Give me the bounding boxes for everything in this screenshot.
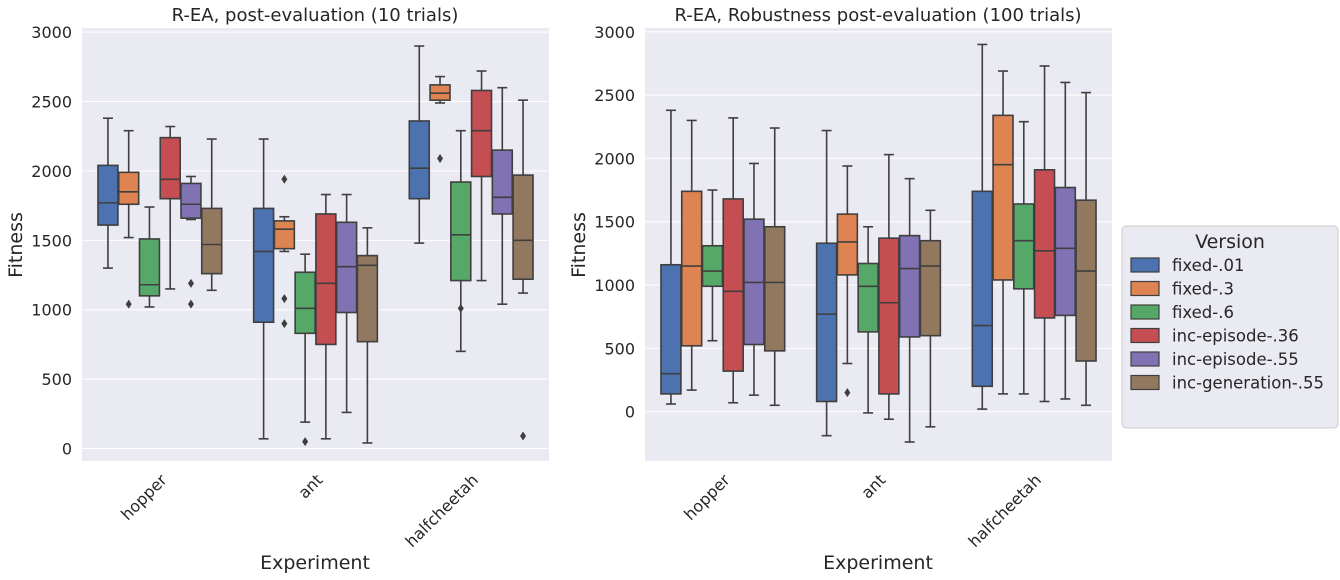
legend-swatch <box>1130 280 1160 297</box>
box-fixed-.01 <box>408 120 431 200</box>
y-tick-label: 500 <box>604 339 635 358</box>
outlier-point <box>281 319 288 329</box>
x-axis-label: Experiment <box>260 552 370 574</box>
legend-swatch <box>1130 327 1160 344</box>
box-fixed-.3 <box>836 213 859 276</box>
box-inc-episode-.36 <box>315 213 337 346</box>
box-fixed-.01 <box>971 190 994 388</box>
outlier-point <box>187 299 194 309</box>
box-fixed-.3 <box>117 171 140 206</box>
outlier-point <box>281 294 288 304</box>
box-inc-episode-.36 <box>159 136 181 200</box>
box-inc-generation-.55 <box>919 239 942 337</box>
box-fixed-.01 <box>660 263 682 395</box>
box-fixed-.6 <box>294 271 316 335</box>
box-inc-episode-.55 <box>491 149 514 215</box>
x-tick-label: ant <box>294 470 326 502</box>
legend-item-label: inc-episode-.55 <box>1172 350 1299 369</box>
box-inc-episode-.36 <box>878 237 900 395</box>
outlier-point <box>844 388 851 398</box>
legend-frame <box>1121 225 1339 429</box>
box-inc-generation-.55 <box>512 174 534 280</box>
right-chart-panel: 0 500 1000 1500 2000 2500 3000 R-EA, Robustness… <box>568 5 1112 574</box>
box-inc-generation-.55 <box>356 254 379 343</box>
outlier-point <box>302 437 309 447</box>
box-inc-episode-.55 <box>1054 186 1077 317</box>
y-tick-label: 2500 <box>594 86 635 105</box>
box-inc-episode-.36 <box>722 198 744 372</box>
legend-swatch <box>1130 257 1160 273</box>
y-tick-label: 2000 <box>31 162 72 181</box>
legend-swatch <box>1130 351 1160 367</box>
box-fixed-.3 <box>273 220 296 250</box>
box-fixed-.01 <box>252 207 275 324</box>
chart-title: R-EA, post-evaluation (10 trials) <box>172 5 459 26</box>
x-tick-label: halfcheetah <box>964 470 1045 551</box>
y-tick-label: 500 <box>41 370 72 389</box>
y-axis-label: Fitness <box>568 212 590 278</box>
legend-swatch <box>1130 304 1160 320</box>
box-fixed-.3 <box>680 190 703 347</box>
chart-title: R-EA, Robustness post-evaluation (100 tr… <box>674 5 1081 26</box>
outlier-point <box>520 431 527 441</box>
y-tick-label: 2500 <box>31 93 72 112</box>
legend-swatch <box>1130 374 1160 391</box>
legend-title: Version <box>1195 231 1265 253</box>
y-tick-label: 1000 <box>594 276 635 295</box>
outlier-point <box>187 278 194 288</box>
y-axis-label: Fitness <box>5 212 27 278</box>
y-tick-label: 0 <box>625 403 635 422</box>
box-inc-episode-.36 <box>470 89 493 178</box>
legend-item-label: inc-generation-.55 <box>1172 374 1324 393</box>
x-axis-label: Experiment <box>823 552 933 574</box>
legend-item-label: fixed-.6 <box>1172 303 1234 322</box>
box-fixed-.6 <box>1013 203 1035 290</box>
box-inc-episode-.55 <box>898 234 921 338</box>
left-chart-panel: 0 500 1000 1500 2000 2500 3000 R-EA, post-evalu… <box>5 5 549 574</box>
box-inc-generation-.55 <box>763 225 786 352</box>
box-fixed-.6 <box>857 262 879 333</box>
y-tick-label: 2000 <box>594 149 635 168</box>
box-fixed-.6 <box>450 181 472 282</box>
y-tick-label: 3000 <box>31 23 72 42</box>
x-tick-label: halfcheetah <box>401 470 482 551</box>
legend-item-label: fixed-.01 <box>1172 256 1244 275</box>
box-fixed-.3 <box>992 114 1014 281</box>
legend-item-label: fixed-.3 <box>1172 280 1234 299</box>
y-tick-label: 1500 <box>31 231 72 250</box>
box-fixed-.01 <box>815 242 838 403</box>
box-fixed-.6 <box>138 238 161 297</box>
x-tick-label: hopper <box>117 470 171 524</box>
box-fixed-.01 <box>97 164 119 226</box>
y-tick-label: 1500 <box>594 213 635 232</box>
y-tick-label: 1000 <box>31 301 72 320</box>
box-fixed-.6 <box>701 244 724 288</box>
legend-item-label: inc-episode-.36 <box>1172 327 1299 346</box>
y-tick-label: 3000 <box>594 23 635 42</box>
y-tick-label: 0 <box>62 440 72 459</box>
x-tick-label: ant <box>857 470 889 502</box>
x-tick-label: hopper <box>680 470 734 524</box>
outlier-point <box>125 299 132 309</box>
outlier-point <box>457 303 464 313</box>
box-inc-episode-.36 <box>1033 169 1056 319</box>
box-inc-episode-.55 <box>180 182 202 219</box>
legend: Version fixed-.01 fixed-.3 fixed-.6 inc-epis… <box>1121 225 1339 429</box>
outlier-point <box>437 153 444 163</box>
box-inc-generation-.55 <box>200 207 223 275</box>
box-inc-generation-.55 <box>1075 199 1097 362</box>
outlier-point <box>281 174 288 184</box>
